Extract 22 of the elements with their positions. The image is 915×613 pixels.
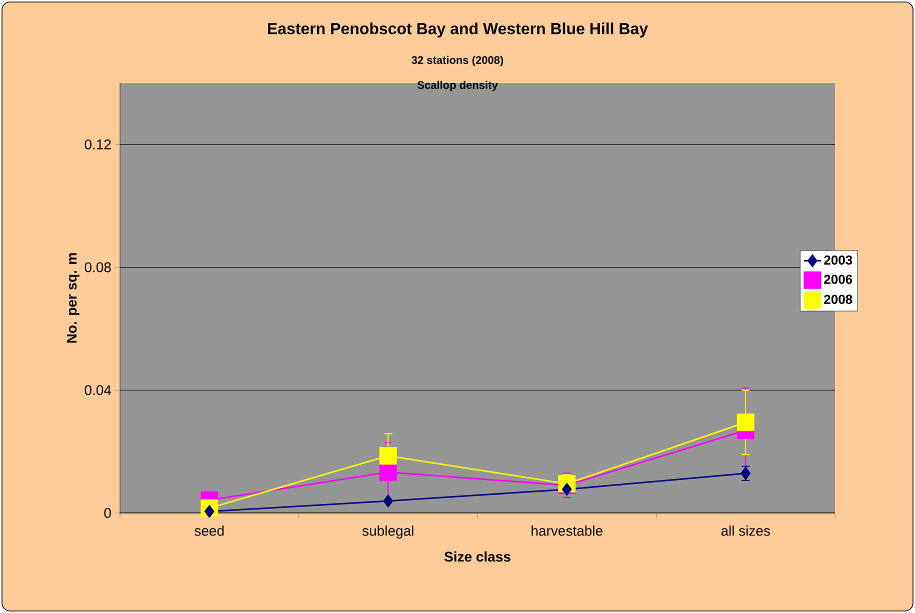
point <box>379 447 397 465</box>
y-tick-label: 0.04 <box>84 385 112 396</box>
y-tick-label: 0 <box>104 508 111 518</box>
x-tick-label: harvestable <box>532 526 602 536</box>
point <box>736 414 754 432</box>
point <box>204 505 214 518</box>
legend-label: 2006 <box>824 274 852 284</box>
y-tick-label: 0.08 <box>84 262 111 272</box>
x-tick-label: seed <box>194 526 224 536</box>
x-axis-title: Size class <box>444 551 510 562</box>
point <box>383 494 394 508</box>
legend-label: 2008 <box>824 294 852 304</box>
y-tick-label: 0.12 <box>84 139 111 150</box>
annotation: Scallop density <box>417 80 498 92</box>
chart-title: Eastern Penobscot Bay and Western Blue Hill Bay <box>268 22 648 38</box>
chart-subtitle: 32 stations (2008) <box>412 56 504 66</box>
legend-label: 2003 <box>824 256 852 265</box>
point <box>562 483 572 496</box>
y-axis-title: No. per sq. m <box>66 253 80 343</box>
x-tick-label: sublegal <box>362 526 414 539</box>
point <box>379 463 397 481</box>
x-tick-label: all sizes <box>721 526 770 536</box>
